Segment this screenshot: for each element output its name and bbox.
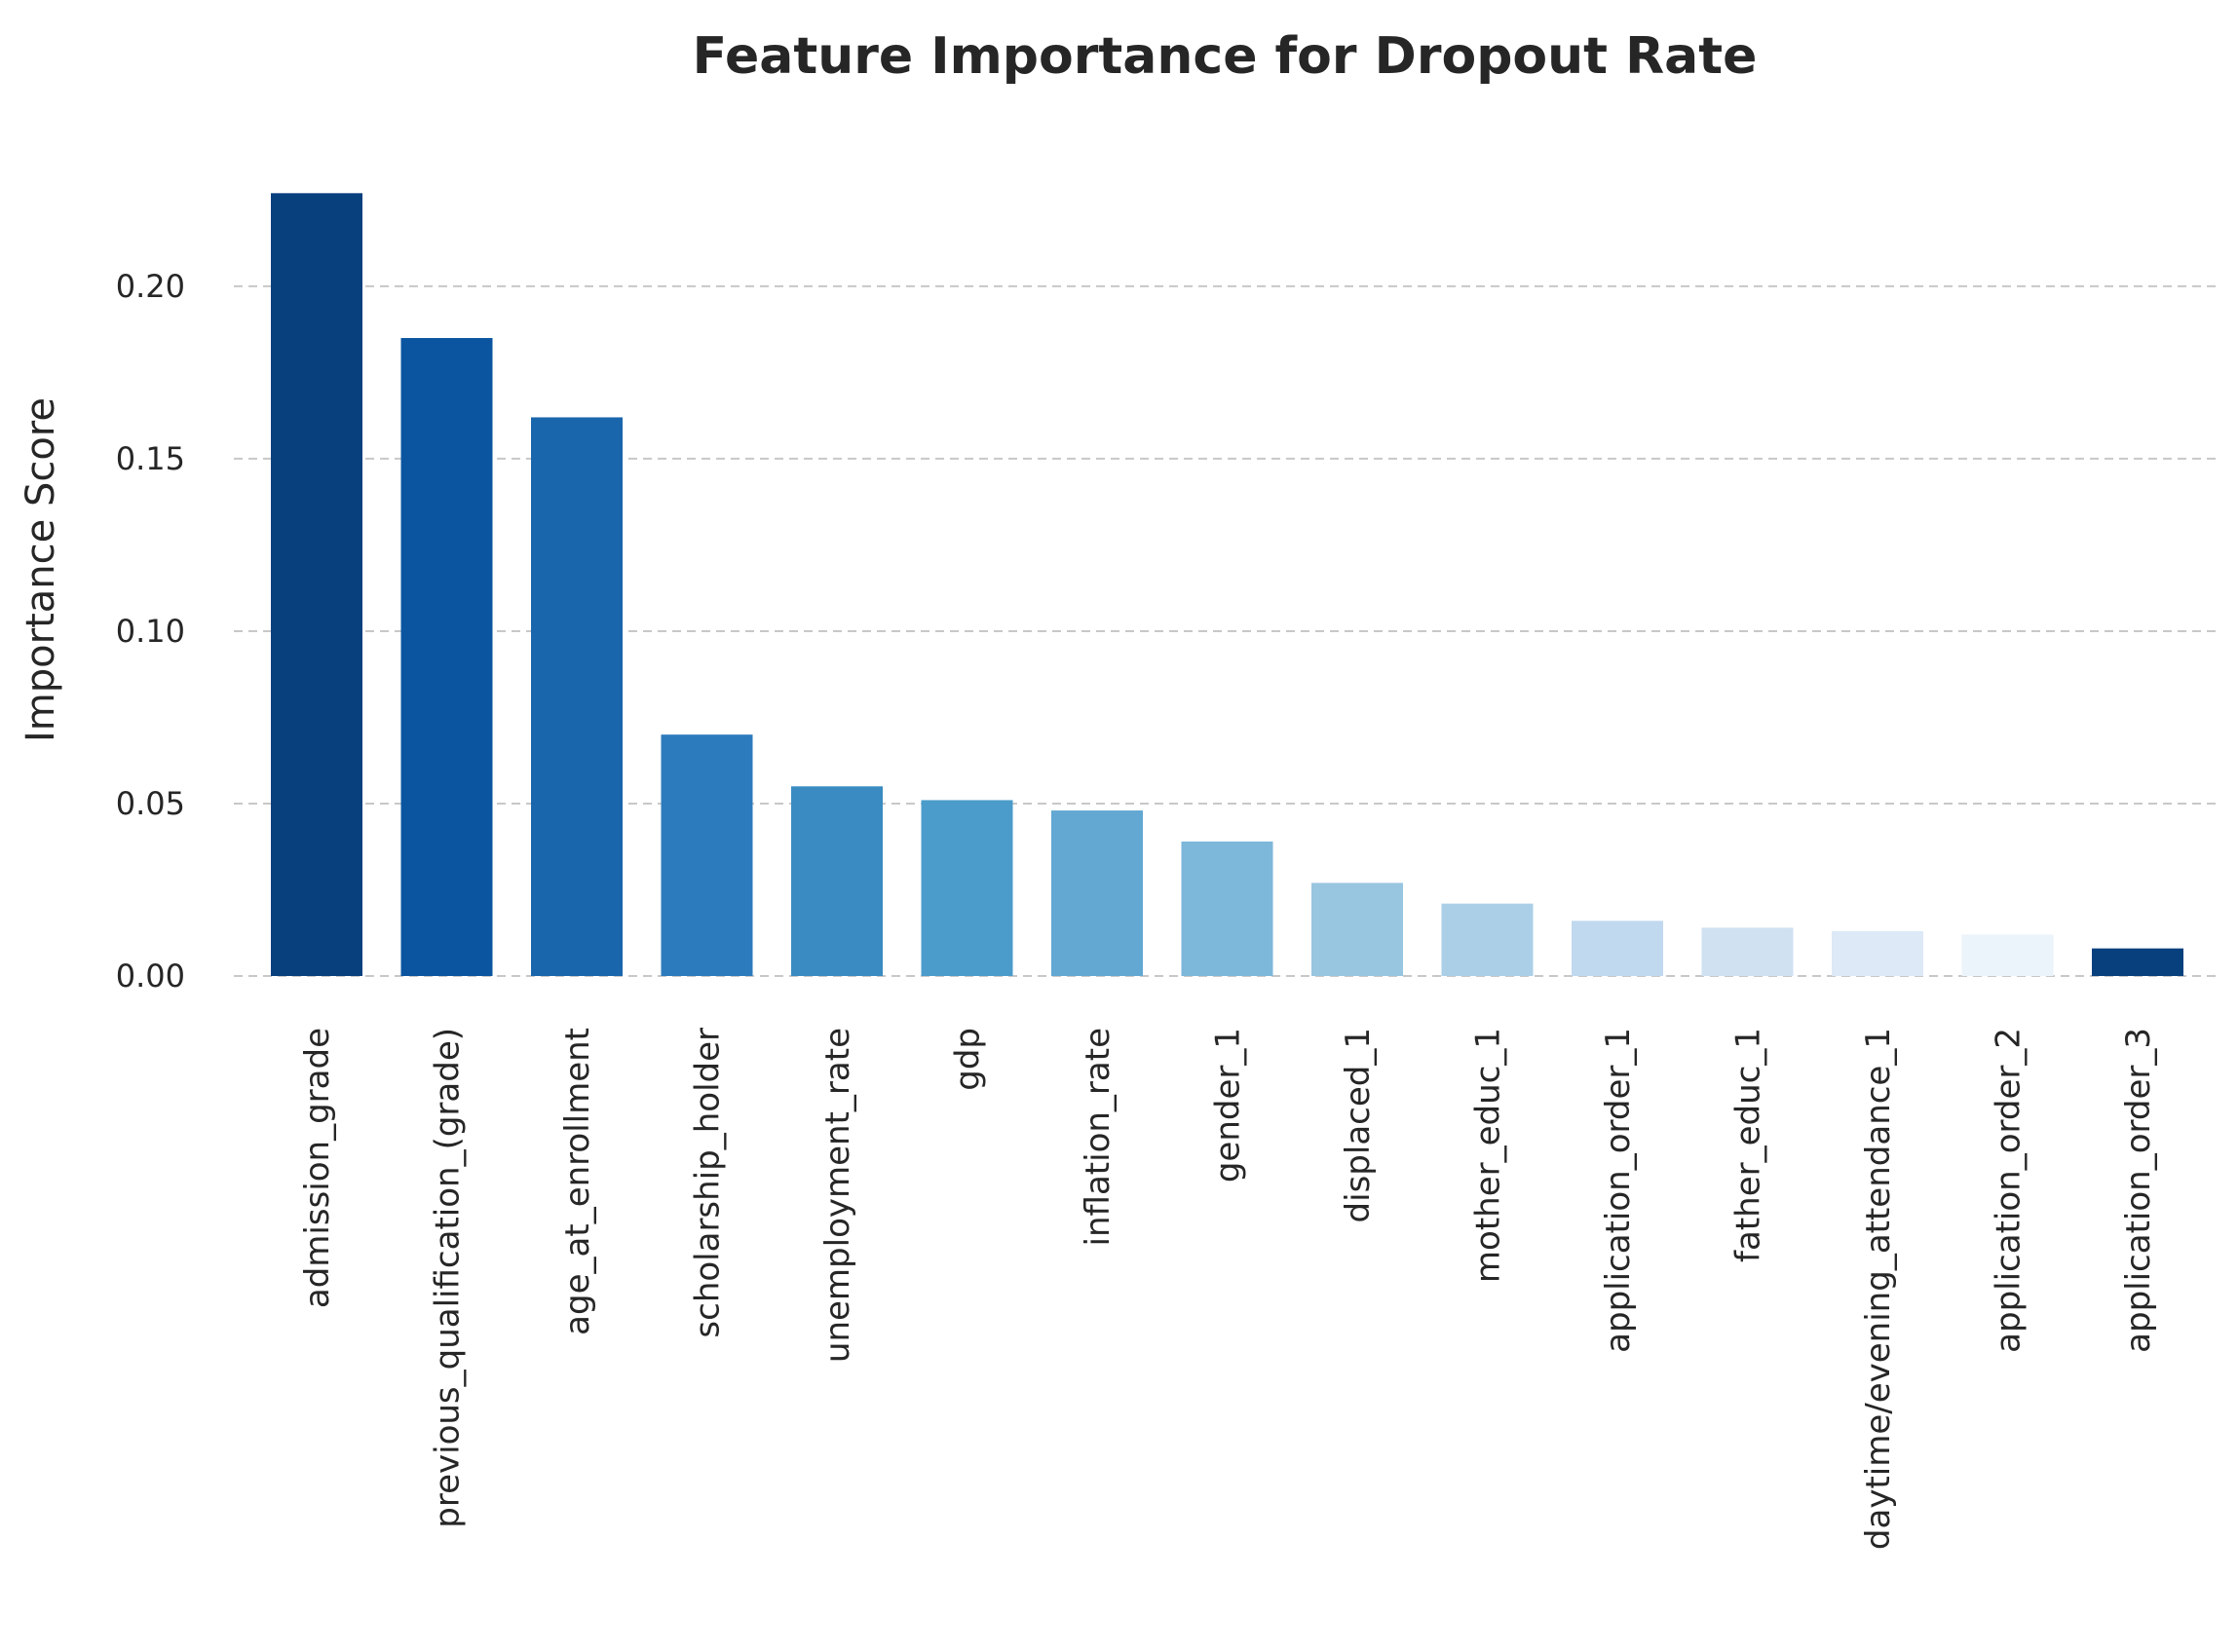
bar-gdp <box>921 800 1013 976</box>
bar-displaced-1 <box>1311 882 1403 976</box>
bar-age-at-enrollment <box>531 417 623 976</box>
bar-application-order-2 <box>1961 934 2054 976</box>
x-tick-label: age_at_enrollment <box>558 1028 597 1335</box>
bar-daytime-evening-attendance-1 <box>1832 930 1923 976</box>
y-tick-label: 0.10 <box>116 613 185 650</box>
bars <box>271 193 2183 977</box>
chart-title: Feature Importance for Dropout Rate <box>693 27 1758 86</box>
bar-previous-qualification-grade- <box>400 338 493 977</box>
x-tick-label: application_order_3 <box>2119 1028 2158 1353</box>
y-tick-label: 0.15 <box>116 440 185 477</box>
x-tick-label: father_educ_1 <box>1729 1028 1768 1262</box>
x-tick-label: mother_educ_1 <box>1469 1028 1508 1283</box>
y-tick-label: 0.20 <box>116 268 185 305</box>
x-tick-label: gender_1 <box>1209 1028 1248 1183</box>
bar-mother-educ-1 <box>1441 903 1534 976</box>
bar-application-order-3 <box>2092 948 2183 976</box>
y-tick-label: 0.05 <box>116 785 185 822</box>
x-tick-label: inflation_rate <box>1079 1028 1118 1246</box>
x-tick-label: previous_qualification_(grade) <box>429 1028 468 1528</box>
x-tick-label: displaced_1 <box>1339 1028 1378 1222</box>
y-tick-label: 0.00 <box>116 957 185 995</box>
x-tick-label: scholarship_holder <box>689 1028 728 1338</box>
bar-scholarship-holder <box>661 734 753 976</box>
bar-application-order-1 <box>1572 920 1663 976</box>
bar-father-educ-1 <box>1701 927 1794 976</box>
bar-admission-grade <box>271 193 362 976</box>
x-tick-label: admission_grade <box>298 1028 337 1308</box>
x-tick-label: gdp <box>949 1028 988 1091</box>
y-axis-ticks: 0.00 0.05 0.10 0.15 0.20 <box>116 268 185 995</box>
x-tick-label: application_order_1 <box>1599 1028 1638 1353</box>
bar-gender-1 <box>1181 841 1273 976</box>
bar-inflation-rate <box>1051 810 1143 976</box>
x-tick-label: application_order_2 <box>1990 1028 2029 1353</box>
bar-unemployment-rate <box>791 786 883 976</box>
y-axis-label: Importance Score <box>19 397 63 742</box>
x-tick-label: daytime/evening_attendance_1 <box>1859 1028 1898 1550</box>
x-tick-label: unemployment_rate <box>818 1028 857 1363</box>
x-axis-ticks: admission_grade previous_qualification_(g… <box>298 1028 2158 1550</box>
